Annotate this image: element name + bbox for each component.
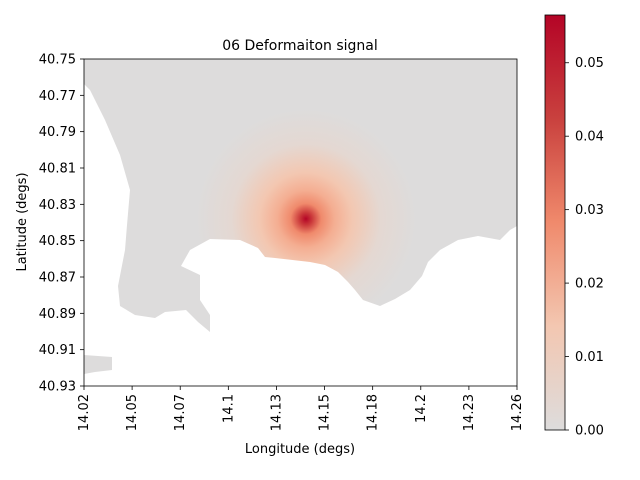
x-tick-label: 14.02 — [77, 394, 92, 431]
x-tick-label: 14.1 — [221, 394, 236, 423]
y-tick-label: 40.87 — [39, 271, 76, 286]
y-tick-label: 40.83 — [39, 198, 76, 213]
x-tick-label: 14.13 — [269, 394, 284, 431]
colorbar-gradient-bar — [544, 14, 566, 431]
colorbar-ticks: 0.00 0.01 0.02 0.03 0.04 0.05 — [565, 56, 604, 439]
colorbar-tick-label: 0.01 — [575, 350, 604, 365]
x-tick-label: 14.15 — [318, 394, 333, 431]
y-tick-label: 40.81 — [39, 162, 76, 177]
plot-frame — [83, 58, 518, 387]
heatmap-area — [83, 58, 518, 387]
y-tick-label: 40.75 — [39, 53, 76, 68]
chart-title: 06 Deformaiton signal — [222, 38, 378, 54]
x-axis-ticks: 14.02 14.05 14.07 14.1 14.13 14.15 14.18 14.2 14… — [77, 386, 525, 431]
y-tick-label: 40.89 — [39, 307, 76, 322]
colorbar-tick-label: 0.03 — [575, 203, 604, 218]
x-tick-label: 14.2 — [414, 394, 429, 423]
x-tick-label: 14.07 — [173, 394, 188, 431]
y-axis-ticks: 40.75 40.77 40.79 40.81 40.83 40.85 40.87 40.89… — [39, 53, 84, 395]
x-tick-label: 14.26 — [510, 394, 525, 431]
colorbar-tick-label: 0.04 — [575, 130, 604, 145]
y-tick-label: 40.79 — [39, 125, 76, 140]
colorbar: 0.00 0.01 0.02 0.03 0.04 0.05 — [544, 14, 604, 439]
colorbar-tick-label: 0.05 — [575, 56, 604, 71]
y-tick-label: 40.91 — [39, 343, 76, 358]
y-axis-label: Latitude (degs) — [15, 172, 30, 271]
x-tick-label: 14.23 — [462, 394, 477, 431]
y-tick-label: 40.77 — [39, 89, 76, 104]
colorbar-tick-label: 0.00 — [575, 424, 604, 439]
x-axis-label: Longitude (degs) — [245, 442, 355, 457]
colorbar-tick-label: 0.02 — [575, 277, 604, 292]
x-tick-label: 14.05 — [125, 394, 140, 431]
y-tick-label: 40.93 — [39, 380, 76, 395]
x-tick-label: 14.18 — [366, 394, 381, 431]
y-tick-label: 40.85 — [39, 234, 76, 249]
